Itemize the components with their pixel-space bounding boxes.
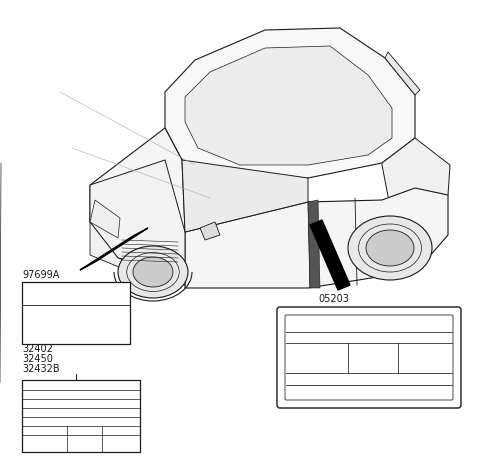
Polygon shape [185, 188, 448, 288]
Polygon shape [165, 28, 415, 178]
Ellipse shape [348, 216, 432, 280]
Polygon shape [385, 52, 420, 95]
Polygon shape [90, 222, 185, 285]
Text: 32450: 32450 [22, 354, 53, 364]
Polygon shape [308, 200, 320, 288]
Polygon shape [80, 228, 148, 270]
Bar [22, 380, 140, 452]
Polygon shape [90, 128, 185, 258]
Polygon shape [310, 220, 350, 290]
Text: 32402: 32402 [22, 344, 53, 354]
Text: 97699A: 97699A [22, 270, 60, 280]
Bar [22, 282, 130, 344]
Polygon shape [90, 160, 185, 270]
Polygon shape [200, 222, 220, 240]
Ellipse shape [118, 246, 188, 298]
Text: 05203: 05203 [318, 294, 349, 304]
Polygon shape [185, 46, 392, 165]
FancyBboxPatch shape [277, 307, 461, 408]
Ellipse shape [133, 257, 173, 287]
Polygon shape [382, 138, 450, 258]
Polygon shape [90, 200, 120, 238]
Text: 32432B: 32432B [22, 364, 60, 374]
Polygon shape [182, 160, 308, 232]
Ellipse shape [366, 230, 414, 266]
